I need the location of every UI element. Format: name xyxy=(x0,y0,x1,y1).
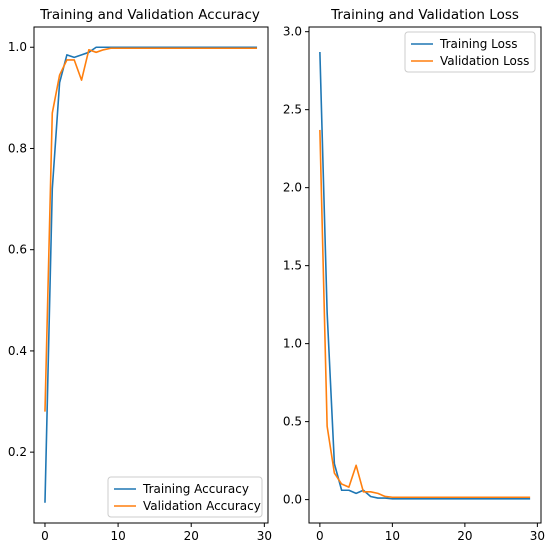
accuracy-legend-label: Validation Accuracy xyxy=(143,499,261,513)
accuracy-y-tick-label: 1.0 xyxy=(8,40,27,54)
accuracy-y-tick-label: 0.2 xyxy=(8,445,27,459)
accuracy-legend-label: Training Accuracy xyxy=(142,482,249,496)
loss-axes-frame xyxy=(308,26,542,524)
accuracy-y-axis: 0.2 0.4 0.6 0.8 1.0 xyxy=(8,40,34,459)
loss-x-tick-label: 30 xyxy=(530,529,545,543)
accuracy-panel: Training and Validation Accuracy 0.20.40… xyxy=(8,7,272,543)
accuracy-legend-box xyxy=(107,476,263,518)
loss-chart-title: Training and Validation Loss xyxy=(330,7,519,23)
loss-y-tick-label: 2.0 xyxy=(283,181,302,195)
accuracy-y-tick-label: 0.6 xyxy=(8,243,27,257)
loss-y-tick-label: 1.0 xyxy=(283,337,302,351)
loss-series-line-training xyxy=(319,51,531,500)
loss-series-layer xyxy=(319,51,531,500)
loss-y-tick-label: 1.5 xyxy=(283,259,302,273)
loss-y-tick-label: 3.0 xyxy=(283,25,302,39)
loss-legend-label: Training Loss xyxy=(439,37,517,51)
accuracy-series-line-validation xyxy=(44,47,258,412)
accuracy-series-layer xyxy=(44,46,258,503)
accuracy-series-line-training xyxy=(44,46,258,503)
loss-legend: Training Loss Validation Loss xyxy=(404,31,536,73)
loss-legend-label: Validation Loss xyxy=(440,54,529,68)
accuracy-x-tick-label: 30 xyxy=(257,529,272,543)
loss-y-tick-label: 0.5 xyxy=(283,415,302,429)
loss-x-tick-label: 20 xyxy=(457,529,472,543)
loss-x-tick-label: 0 xyxy=(316,529,324,543)
accuracy-x-tick-label: 10 xyxy=(110,529,125,543)
loss-y-axis: 0.0 0.5 1.0 1.5 2.0 2.5 3.0 xyxy=(283,25,309,507)
loss-y-tick-label: 2.5 xyxy=(283,103,302,117)
loss-panel: Training and Validation Loss 0.0 0.5 1.0 1.… xyxy=(283,7,545,543)
loss-legend-box xyxy=(404,31,536,73)
accuracy-axes-frame xyxy=(33,26,269,524)
accuracy-x-tick-label: 20 xyxy=(184,529,199,543)
accuracy-chart-title: Training and Validation Accuracy xyxy=(39,7,260,23)
accuracy-legend: Training Accuracy Validation Accuracy xyxy=(107,476,263,518)
loss-series-line-validation xyxy=(319,129,531,499)
accuracy-y-tick-label: 0.8 xyxy=(8,141,27,155)
loss-x-axis: 0 10 20 30 xyxy=(316,523,545,543)
accuracy-y-tick-label: 0.4 xyxy=(8,344,27,358)
accuracy-x-tick-label: 0 xyxy=(41,529,49,543)
loss-x-tick-label: 10 xyxy=(385,529,400,543)
accuracy-x-axis: 0 10 20 30 xyxy=(41,523,272,543)
loss-y-tick-label: 0.0 xyxy=(283,493,302,507)
